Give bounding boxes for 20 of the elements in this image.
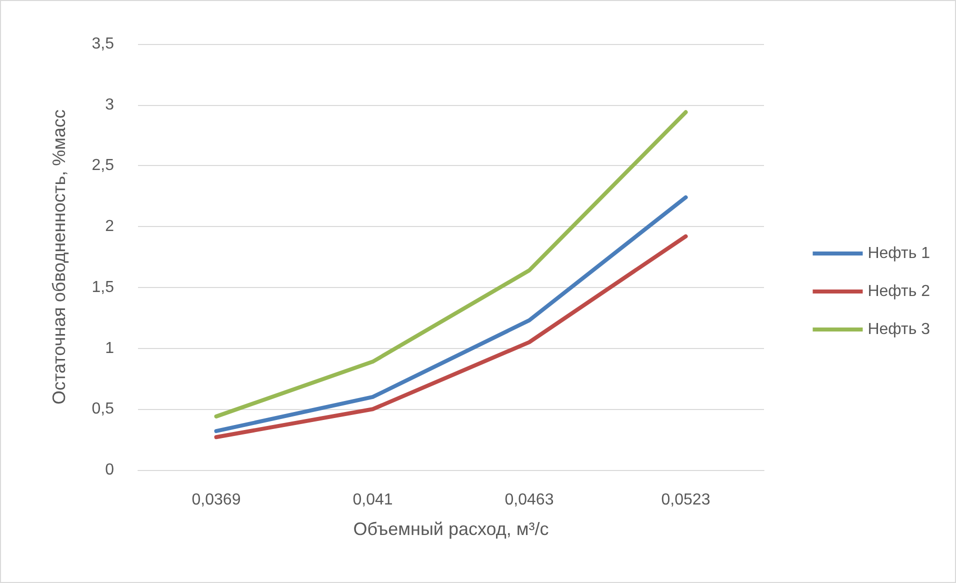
x-tick-label: 0,041: [352, 492, 393, 508]
legend-label: Нефть 2: [868, 283, 930, 300]
y-tick-label: 1,5: [92, 278, 114, 296]
line-series: [214, 234, 688, 440]
y-tick-label: 0,5: [92, 400, 114, 418]
legend-label: Нефть 1: [868, 245, 930, 262]
x-axis-title: Объемный расход, м³/с: [353, 519, 549, 539]
y-tick-label: 1: [105, 340, 114, 357]
x-tick-label: 0,0523: [661, 492, 710, 508]
line-series: [214, 110, 688, 418]
line-series: [214, 195, 688, 434]
x-tick-label: 0,0369: [192, 492, 241, 508]
x-tick-label: 0,0463: [504, 492, 554, 508]
y-tick-label: 3: [105, 96, 114, 114]
y-axis-title: Остаточная обводненность, %масс: [49, 109, 69, 405]
legend-label: Нефть 3: [868, 321, 930, 338]
y-tick-label: 2: [105, 218, 114, 236]
y-tick-label: 3,5: [92, 36, 114, 52]
y-tick-label: 0: [105, 462, 114, 478]
y-tick-label: 2,5: [92, 157, 114, 174]
